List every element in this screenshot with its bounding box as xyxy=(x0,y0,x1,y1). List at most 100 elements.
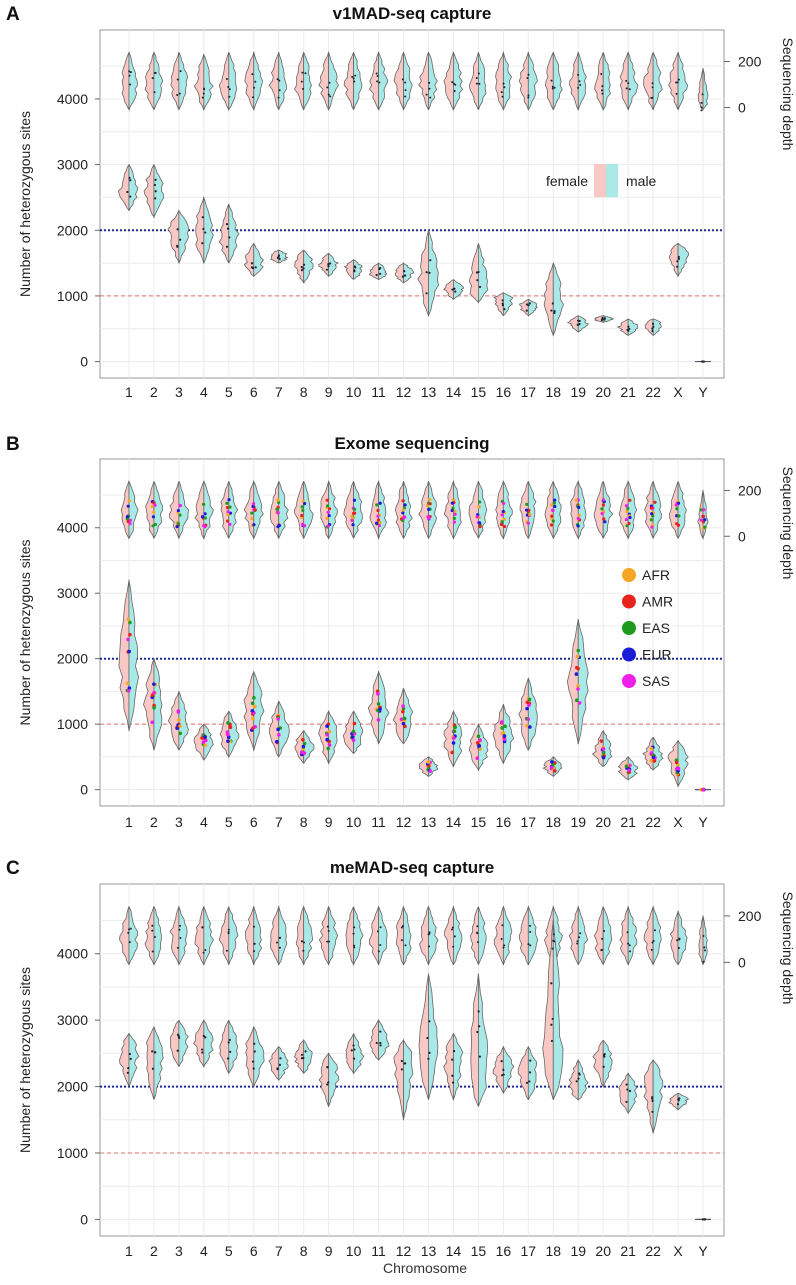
depth-violin-male xyxy=(202,53,214,111)
sites-violin-female xyxy=(592,1039,604,1089)
depth-violin-female xyxy=(668,52,679,111)
depth-violin-female xyxy=(343,481,354,539)
data-point xyxy=(279,1057,282,1060)
data-point xyxy=(300,269,304,272)
depth-point xyxy=(250,511,254,515)
depth-point xyxy=(601,498,606,502)
x-tick-label: 8 xyxy=(300,814,308,830)
data-point xyxy=(500,726,504,730)
y-tick-label: 3000 xyxy=(57,585,88,601)
x-tick-label: 18 xyxy=(545,814,561,830)
data-point xyxy=(551,1017,554,1021)
y-tick-label: 4000 xyxy=(57,91,88,107)
depth-violin-male xyxy=(153,905,162,966)
depth-point xyxy=(176,93,179,96)
depth-point xyxy=(550,514,554,518)
depth-violin-male xyxy=(353,52,363,110)
depth-violin-female xyxy=(394,481,404,539)
sites-violin-male xyxy=(178,1020,189,1067)
depth-violin-male xyxy=(253,51,264,111)
data-point xyxy=(577,1077,580,1080)
data-point xyxy=(503,724,507,729)
depth-point xyxy=(152,510,156,514)
data-point xyxy=(376,692,380,696)
sites-violin-female xyxy=(143,164,155,219)
x-tick-label: 20 xyxy=(595,814,611,830)
x-tick-label: 3 xyxy=(175,814,183,830)
depth-point xyxy=(351,75,354,78)
depth-violin-female xyxy=(698,915,704,966)
data-point xyxy=(428,1051,431,1054)
data-point xyxy=(674,760,679,765)
data-point xyxy=(502,1068,505,1071)
data-point xyxy=(228,725,233,730)
depth-point xyxy=(476,941,479,944)
data-point xyxy=(352,1044,355,1047)
data-point xyxy=(129,179,132,182)
data-point xyxy=(627,325,630,328)
depth-point xyxy=(251,73,254,76)
x-tick-label: 7 xyxy=(275,814,283,830)
sites-violin-male xyxy=(353,1033,365,1075)
depth-violin-female xyxy=(121,51,130,111)
depth-point xyxy=(178,513,182,517)
sites-violin-male xyxy=(178,209,190,264)
sites-violin-male xyxy=(452,279,465,300)
data-point xyxy=(425,292,428,295)
panel-letter: C xyxy=(6,858,20,879)
sites-violin-male xyxy=(178,690,189,751)
x-tick-label: Y xyxy=(698,1243,708,1259)
data-point xyxy=(299,750,304,755)
depth-violin-male xyxy=(278,52,287,111)
data-point xyxy=(528,1080,531,1083)
data-point xyxy=(501,299,504,302)
sites-violin-female xyxy=(318,252,330,277)
depth-point xyxy=(301,508,305,512)
data-point xyxy=(327,743,332,747)
x-tick-label: 15 xyxy=(471,814,487,830)
depth-point xyxy=(374,521,379,525)
data-point xyxy=(152,682,156,686)
depth-point xyxy=(204,949,207,952)
data-point xyxy=(151,1067,154,1070)
sites-violin-male xyxy=(428,973,439,1100)
data-point xyxy=(525,309,528,312)
data-point xyxy=(451,741,456,745)
data-point xyxy=(627,329,630,332)
depth-point xyxy=(477,505,481,509)
data-point xyxy=(201,242,204,245)
data-point xyxy=(676,766,681,771)
data-point xyxy=(527,304,530,307)
x-tick-label: 1 xyxy=(125,814,133,830)
depth-point xyxy=(326,940,329,943)
depth-point xyxy=(527,508,531,512)
depth-point xyxy=(551,85,554,88)
data-point xyxy=(378,707,382,711)
depth-point xyxy=(678,937,681,940)
data-point xyxy=(251,266,255,270)
depth-point xyxy=(425,93,428,96)
y-tick-label: 1000 xyxy=(57,1145,88,1161)
depth-violin-female xyxy=(245,905,255,966)
data-point xyxy=(326,746,331,751)
data-point xyxy=(225,732,230,737)
depth-point xyxy=(128,928,131,931)
depth-point xyxy=(600,507,604,511)
data-point xyxy=(402,716,407,721)
depth-point xyxy=(577,86,580,89)
data-point xyxy=(426,760,431,764)
x-tick-label: 1 xyxy=(125,1243,133,1259)
depth-point xyxy=(601,503,606,507)
depth-point xyxy=(377,523,381,528)
data-point xyxy=(529,1059,532,1062)
sites-violin-female xyxy=(542,920,554,1100)
sites-violin-female xyxy=(143,658,155,751)
data-point xyxy=(154,197,157,200)
depth-point xyxy=(502,946,505,949)
depth-point xyxy=(675,92,678,95)
depth-violin-female xyxy=(395,905,404,966)
depth-violin-female xyxy=(544,52,554,111)
data-point xyxy=(202,227,205,231)
depth-point xyxy=(252,523,256,527)
